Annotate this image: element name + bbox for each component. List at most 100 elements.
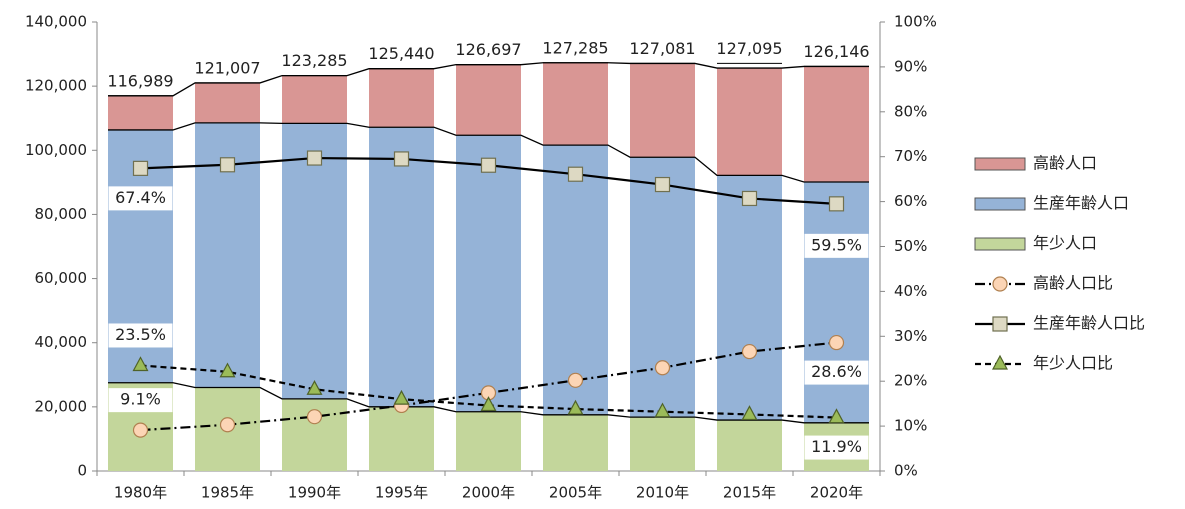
data-label-box <box>108 186 173 211</box>
x-tick-label: 1980年 <box>114 484 167 502</box>
bar-segment <box>630 63 695 158</box>
marker <box>741 190 758 207</box>
marker <box>306 380 323 395</box>
series-connector <box>108 122 869 183</box>
y2-tick-label: 80% <box>894 102 927 120</box>
marker <box>828 408 845 424</box>
y2-tick-label: 20% <box>894 372 927 390</box>
marker <box>219 362 236 378</box>
bar-segment <box>369 406 434 471</box>
marker <box>480 157 497 173</box>
bar-segment <box>195 82 260 123</box>
series-connector <box>108 382 869 424</box>
y-tick-label: 100,000 <box>25 141 87 159</box>
line <box>140 341 837 432</box>
marker <box>393 151 410 167</box>
y-tick-label: 60,000 <box>35 269 88 287</box>
x-tick-label: 1985年 <box>201 484 254 502</box>
legend-marker <box>992 316 1008 332</box>
y2-tick-label: 70% <box>894 147 927 165</box>
bar-segment <box>717 420 782 471</box>
total-label: 121,007 <box>194 58 260 77</box>
bar-segment <box>282 123 347 399</box>
marker <box>741 405 758 421</box>
total-label: 116,989 <box>107 71 173 90</box>
data-label: 23.5% <box>115 325 166 344</box>
y2-tick-label: 60% <box>894 192 927 210</box>
marker <box>219 417 236 433</box>
marker <box>132 422 149 438</box>
x-tick-label: 2020年 <box>810 484 863 502</box>
x-tick-label: 2010年 <box>636 484 689 502</box>
data-label: 9.1% <box>120 390 161 409</box>
bar-segment <box>456 135 521 412</box>
bar-segment <box>630 417 695 471</box>
legend-marker <box>991 354 1009 370</box>
bar-segment <box>282 75 347 124</box>
legend-swatch <box>974 237 1026 251</box>
bar-segment <box>717 175 782 421</box>
y-tick-label: 80,000 <box>35 205 88 223</box>
total-label: 127,285 <box>542 38 608 57</box>
bar-segment <box>369 68 434 128</box>
total-label: 126,697 <box>455 40 521 59</box>
y-tick-label: 40,000 <box>35 333 88 351</box>
marker <box>654 402 671 418</box>
data-label-box <box>804 233 869 258</box>
legend-label: 年少人口 <box>1033 234 1097 253</box>
bar-segment <box>543 414 608 471</box>
bar-segment <box>456 64 521 136</box>
x-tick-label: 2015年 <box>723 484 776 502</box>
bar-segment <box>804 181 869 423</box>
bar-segment <box>369 127 434 407</box>
total-label: 127,081 <box>629 39 695 58</box>
legend-swatch <box>974 157 1026 171</box>
bar-segment <box>717 68 782 176</box>
marker <box>567 372 584 388</box>
data-label: 11.9% <box>811 437 862 456</box>
marker <box>132 356 149 372</box>
data-label-box <box>804 360 869 385</box>
marker <box>306 409 323 425</box>
data-label: 67.4% <box>115 188 166 207</box>
marker <box>219 157 236 173</box>
data-label-box <box>108 323 173 348</box>
total-label: 127,095 <box>716 39 782 58</box>
y2-tick-label: 40% <box>894 282 927 300</box>
y-tick-label: 0 <box>77 462 87 480</box>
y2-tick-label: 90% <box>894 57 927 75</box>
marker <box>480 396 497 412</box>
marker <box>393 389 410 405</box>
data-label-box <box>804 435 869 460</box>
marker <box>654 360 671 376</box>
bar-segment <box>543 145 608 415</box>
marker <box>132 160 149 176</box>
data-label: 59.5% <box>811 235 862 254</box>
legend-label: 生産年齢人口比 <box>1033 314 1145 333</box>
y2-tick-label: 0% <box>894 462 918 480</box>
data-label-box <box>108 388 173 413</box>
x-tick-label: 2000年 <box>462 484 515 502</box>
marker <box>741 343 758 360</box>
legend-label: 生産年齢人口 <box>1033 194 1129 213</box>
marker <box>828 334 845 351</box>
legend-marker <box>992 276 1008 292</box>
total-label: 125,440 <box>368 44 434 63</box>
marker <box>567 166 584 182</box>
legend-label: 年少人口比 <box>1033 354 1113 373</box>
legend-label: 高齢人口比 <box>1033 274 1113 293</box>
total-label: 126,146 <box>803 42 869 61</box>
x-tick-label: 1990年 <box>288 484 341 502</box>
bar-segment <box>630 157 695 418</box>
marker <box>654 176 671 193</box>
y2-tick-label: 10% <box>894 417 927 435</box>
data-label: 28.6% <box>811 362 862 381</box>
y-tick-label: 140,000 <box>25 13 87 31</box>
total-label: 123,285 <box>281 51 347 70</box>
legend-label: 高齢人口 <box>1033 154 1097 173</box>
bar-segment <box>804 66 869 182</box>
y2-tick-label: 30% <box>894 327 927 345</box>
x-tick-label: 1995年 <box>375 484 428 502</box>
